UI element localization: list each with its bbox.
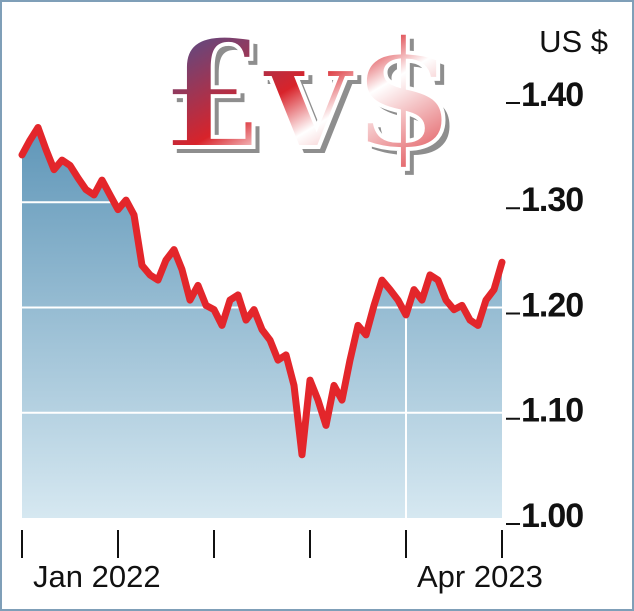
title-shadow: £v$	[166, 13, 462, 189]
x-tick-label: Apr 2023	[417, 559, 543, 594]
line	[18, 124, 506, 459]
y-tick-label: 1.20	[521, 286, 583, 324]
y-tick-label: 1.30	[521, 181, 583, 219]
area	[22, 127, 502, 518]
y-tick-label: 1.10	[521, 392, 583, 430]
x-tick-label: Jan 2022	[33, 559, 161, 594]
chart-title: £v$	[160, 7, 456, 183]
y-unit: US $	[539, 24, 608, 59]
y-tick-label: 1.40	[521, 76, 583, 114]
y-tick-label: 1.00	[521, 497, 583, 535]
